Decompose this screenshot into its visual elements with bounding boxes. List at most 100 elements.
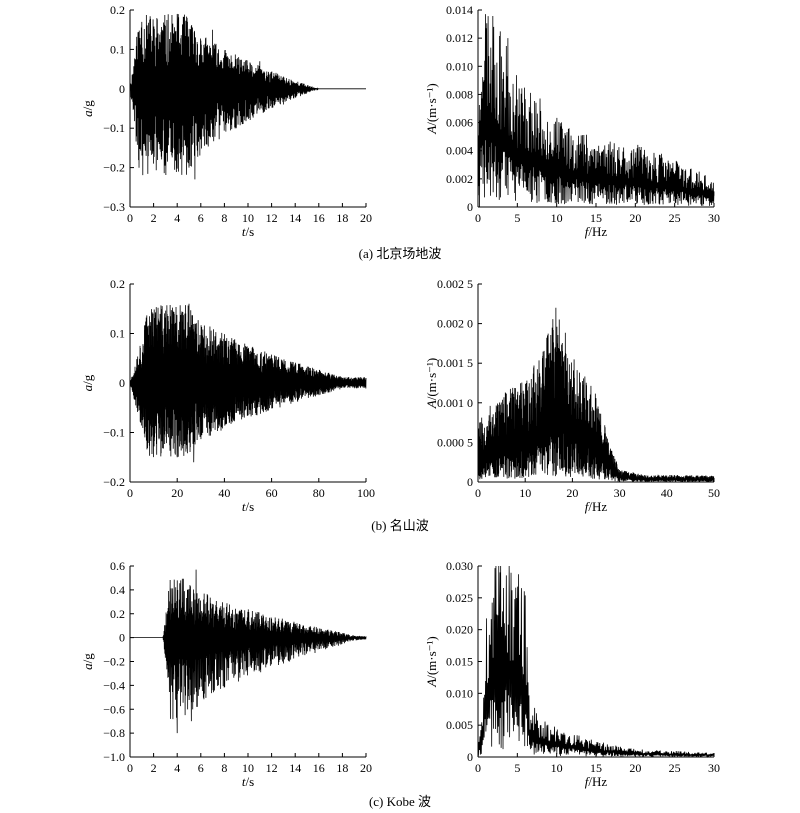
x-axis-label-symbol: t [242,499,246,514]
y-axis-label: a/g [80,100,95,117]
x-axis-label-unit: /s [245,224,254,239]
y-tick-label: 0.002 [446,172,473,186]
y-tick-label: −0.1 [103,121,125,135]
y-axis-label-unit: /(m·s⁻¹) [424,358,439,401]
series-line-c-time [130,569,367,734]
y-tick-label: 0 [119,82,125,96]
y-axis-label: a/g [80,374,95,391]
x-tick-label: 18 [336,211,348,225]
y-tick-label: 0.012 [446,31,473,45]
y-tick-label: 0.020 [446,623,473,637]
x-tick-label: 12 [266,211,278,225]
chart-b-time: 0 20 40 60 80 100 −0.2 −0.1 0 0.1 0.2 t/s a/g [80,277,375,514]
y-tick-label: 0.008 [446,87,473,101]
x-axis-label-symbol: f [585,224,591,239]
x-tick-label: 0 [475,211,481,225]
x-tick-label: 30 [614,486,626,500]
y-tick-label: 0.004 [446,144,473,158]
x-tick-label: 30 [708,761,720,775]
y-tick-label: 0.030 [446,559,473,573]
x-tick-label: 5 [514,211,520,225]
y-tick-label: −0.3 [103,200,125,214]
x-axis-label: t/s [242,774,254,789]
y-axis-label: A/(m·s⁻¹) [424,83,439,134]
x-tick-label: 0 [127,211,133,225]
x-axis-label: t/s [242,224,254,239]
x-tick-label: 20 [566,486,578,500]
y-axis-label-unit: /g [80,100,95,111]
x-tick-label: 2 [151,761,157,775]
chart-c-freq: 0 5 10 15 20 25 30 0 0.005 0.010 0.015 0.020 0.025 0.… [424,559,720,789]
x-axis-label-unit: /s [245,774,254,789]
y-tick-label: −0.8 [103,726,125,740]
y-axis-label: a/g [80,653,95,670]
y-tick-label: 0.002 0 [437,317,473,331]
chart-a-freq: 0 5 10 15 20 25 30 0 0.002 0.004 0.006 0.008 0.010 0.… [424,3,720,239]
y-tick-label: −0.6 [103,702,125,716]
y-tick-label: 0.000 5 [437,435,473,449]
y-tick-label: 0.2 [110,607,125,621]
x-tick-label: 6 [198,211,204,225]
x-tick-label: 8 [221,761,227,775]
x-tick-label: 20 [629,211,641,225]
x-tick-label: 25 [669,761,681,775]
x-tick-label: 14 [289,211,301,225]
x-tick-label: 15 [590,211,602,225]
x-tick-label: 8 [221,211,227,225]
x-tick-label: 14 [289,761,301,775]
y-tick-label: 0 [467,475,473,489]
y-tick-label: 0.002 5 [437,277,473,291]
y-tick-label: 0.025 [446,591,473,605]
y-tick-label: 0.6 [110,559,125,573]
y-axis-label: A/(m·s⁻¹) [424,358,439,409]
x-axis-label-unit: /Hz [588,774,607,789]
y-axis-label-unit: /g [80,374,95,385]
y-tick-label: 0 [119,376,125,390]
x-axis-label: t/s [242,499,254,514]
x-tick-label: 4 [174,761,180,775]
x-tick-label: 10 [551,211,563,225]
x-tick-label: 0 [127,761,133,775]
x-tick-label: 40 [218,486,230,500]
caption-b: (b) 名山波 [371,518,428,533]
x-tick-label: 16 [313,761,325,775]
y-tick-label: −1.0 [103,750,125,764]
y-tick-label: 0.005 [446,718,473,732]
x-tick-label: 100 [357,486,375,500]
x-tick-label: 0 [475,761,481,775]
y-axis-label-symbol: a [80,663,95,670]
x-axis-label: f/Hz [585,499,608,514]
x-tick-label: 0 [475,486,481,500]
y-tick-label: 0.2 [110,277,125,291]
y-axis-label-symbol: A [424,679,439,688]
x-axis-label-symbol: t [242,224,246,239]
x-tick-label: 60 [266,486,278,500]
y-tick-label: 0.010 [446,59,473,73]
y-axis-label-symbol: A [424,400,439,409]
y-tick-label: 0.4 [110,583,125,597]
series-line-a-freq [477,14,715,208]
x-tick-label: 15 [590,761,602,775]
y-axis-label-symbol: a [80,384,95,391]
x-tick-label: 50 [708,486,720,500]
x-tick-label: 30 [708,211,720,225]
x-tick-label: 0 [127,486,133,500]
x-axis-label-symbol: t [242,774,246,789]
x-tick-label: 10 [519,486,531,500]
y-axis-label: A/(m·s⁻¹) [424,636,439,687]
y-tick-label: −0.2 [103,655,125,669]
y-axis-label-unit: /g [80,653,95,664]
series-line-a-time [129,13,366,180]
y-tick-label: 0.010 [446,686,473,700]
x-tick-label: 20 [360,211,372,225]
x-tick-label: 5 [514,761,520,775]
y-axis-label-symbol: a [80,110,95,117]
x-axis-label-symbol: f [585,774,591,789]
x-tick-label: 80 [313,486,325,500]
x-tick-label: 4 [174,211,180,225]
y-axis-label-symbol: A [424,126,439,135]
y-tick-label: 0 [467,200,473,214]
y-tick-label: 0.1 [110,327,125,341]
y-tick-label: 0.014 [446,3,473,17]
y-tick-label: −0.1 [103,426,125,440]
